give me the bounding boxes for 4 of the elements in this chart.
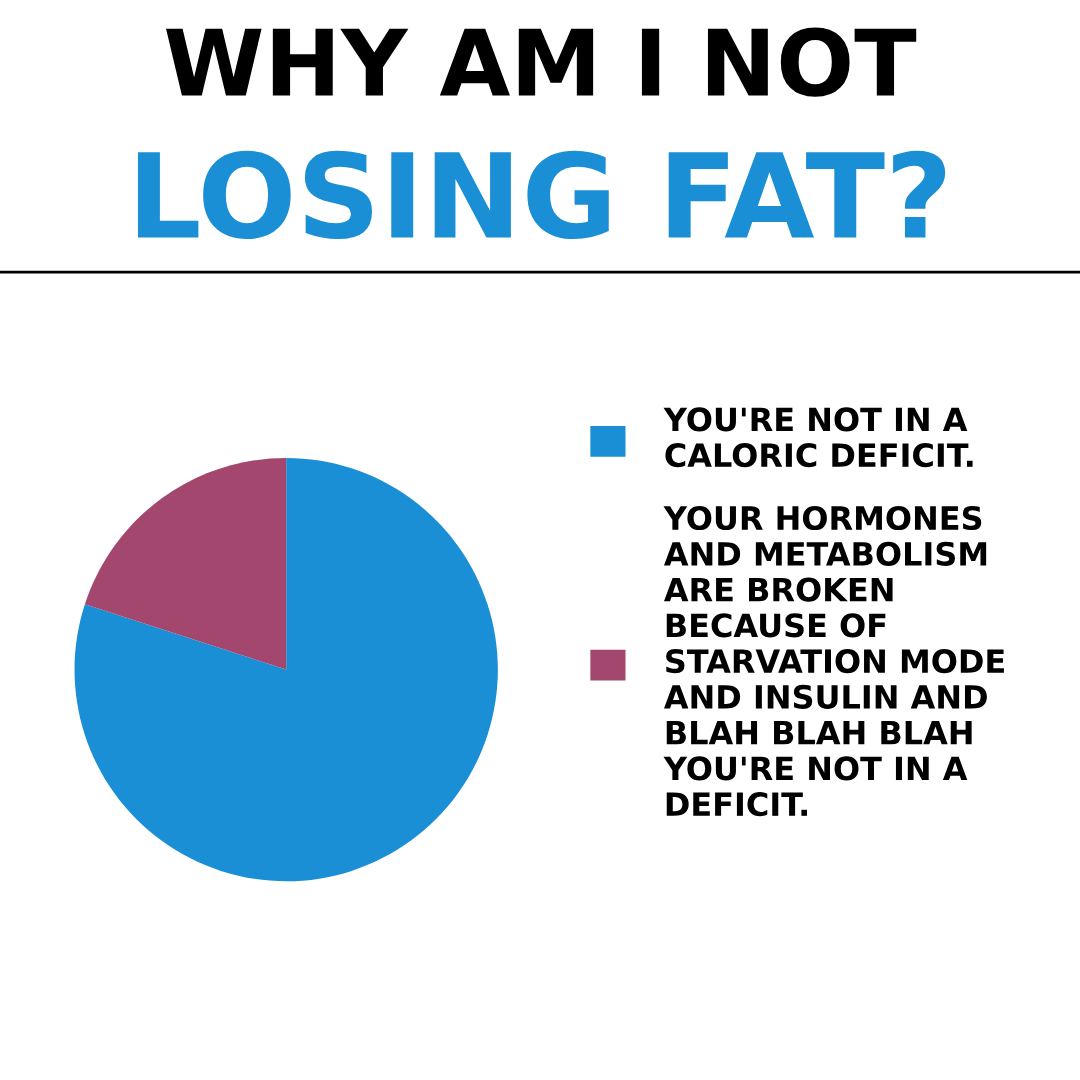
legend-label: YOU'RE NOT IN A CALORIC DEFICIT. — [663, 407, 973, 468]
category-label: YOUR HORMONES AND METABOLISM ARE BROKEN BECAUSE OF STARVATION MODE AND INSULIN AND BLAH BLAH BLAH YOU'RE NOT IN A DEFICIT. — [663, 505, 1004, 817]
chart-subtitle: LOSING FAT? — [137, 150, 946, 240]
chart-title: WHY AM I NOT — [166, 27, 917, 97]
